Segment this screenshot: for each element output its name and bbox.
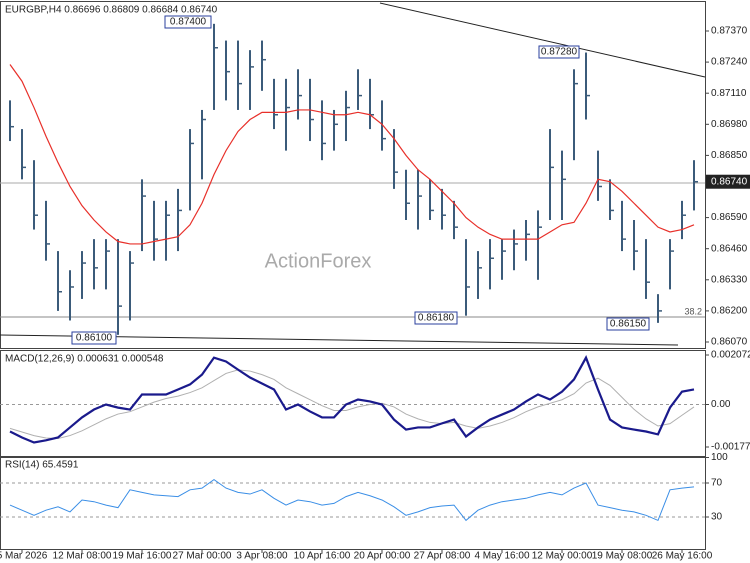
last-price-label: 0.86740 [711, 176, 748, 187]
signal-line [9, 369, 695, 439]
annotation-box [414, 311, 458, 325]
x-tick-label: 3 Apr 08:00 [236, 551, 288, 562]
x-tick-label: 12 May 00:00 [532, 551, 593, 562]
y-tick-label: 0.86200 [711, 306, 748, 317]
x-tick-label: 5 Mar 2026 [0, 551, 48, 562]
annotation: 0.87280 [541, 47, 578, 58]
x-tick-label: 27 Apr 08:00 [414, 551, 471, 562]
price-panel [0, 1, 706, 349]
y-tick-label: 0.87240 [711, 57, 748, 68]
macd-panel [0, 350, 706, 457]
y-tick-label: 30 [711, 512, 723, 523]
annotation-box [606, 317, 650, 331]
annotation-box [538, 45, 580, 59]
y-tick-label: 0.86980 [711, 119, 748, 130]
y-tick-label: -0.001778 [711, 442, 750, 453]
y-tick-label: 0.87110 [711, 88, 747, 99]
last-price-box [706, 174, 750, 189]
y-tick-label: 0.002072 [711, 350, 750, 361]
macd-title: MACD(12,26,9) 0.000631 0.000548 [5, 354, 164, 365]
watermark: ActionForex [265, 250, 372, 272]
y-tick-label: 0.86850 [711, 150, 748, 161]
annotation: 0.86180 [418, 313, 455, 324]
y-tick-label: 70 [711, 478, 723, 489]
x-tick-label: 27 Mar 00:00 [173, 551, 232, 562]
x-tick-label: 12 Mar 08:00 [53, 551, 112, 562]
annotation-box [71, 331, 117, 345]
x-tick-label: 26 May 16:00 [652, 551, 713, 562]
moving-average [9, 64, 695, 245]
y-tick-label: 0.86070 [711, 337, 748, 348]
x-tick-label: 19 May 08:00 [592, 551, 653, 562]
rsi-title: RSI(14) 65.4591 [5, 460, 79, 471]
trend-line [379, 2, 706, 78]
annotation: 0.86150 [610, 319, 647, 330]
annotation: 0.87400 [170, 17, 207, 28]
y-tick-label: 100 [711, 452, 728, 463]
fib-label: 38.2 [684, 306, 702, 316]
y-tick-label: 0.86590 [711, 212, 748, 223]
x-tick-label: 4 May 16:00 [474, 551, 529, 562]
y-tick-label: 0.87370 [711, 26, 748, 37]
rsi-panel [0, 457, 706, 550]
chart-title: EURGBP,H4 0.86696 0.86809 0.86684 0.8674… [5, 5, 218, 16]
y-tick-label: 0.86330 [711, 274, 748, 285]
annotation-box [164, 15, 212, 29]
y-tick-label: 0.00 [711, 399, 731, 410]
annotation: 0.86100 [76, 333, 113, 344]
x-tick-label: 20 Apr 00:00 [354, 551, 411, 562]
rsi-line [9, 478, 695, 522]
macd-line [9, 355, 695, 444]
x-tick-label: 19 Mar 16:00 [113, 551, 172, 562]
x-tick-label: 10 Apr 16:00 [294, 551, 351, 562]
y-tick-label: 0.86460 [711, 243, 748, 254]
